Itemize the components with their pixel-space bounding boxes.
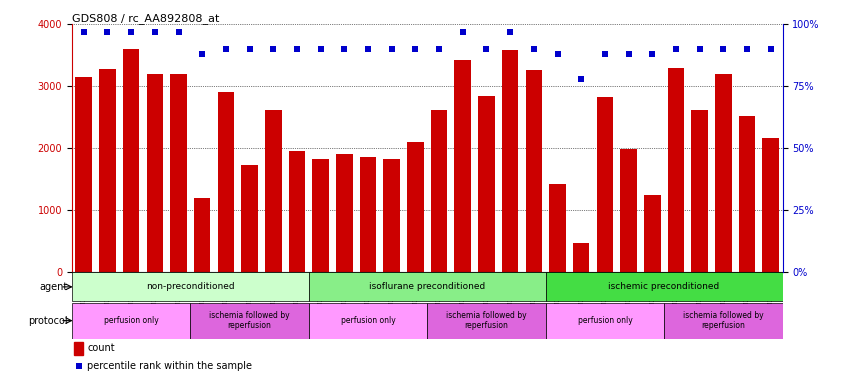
Bar [546, 273, 783, 301]
Bar [596, 97, 613, 272]
Point [669, 46, 683, 52]
Bar [549, 184, 566, 272]
Bar [573, 243, 590, 272]
Point [456, 29, 470, 35]
Point [266, 46, 280, 52]
Point [409, 46, 422, 52]
Bar [644, 195, 661, 272]
Point [645, 51, 659, 57]
Text: perfusion only: perfusion only [578, 316, 632, 325]
Point [432, 46, 446, 52]
Bar [336, 154, 353, 272]
Text: ischemia followed by
reperfusion: ischemia followed by reperfusion [209, 311, 290, 330]
Point [219, 46, 233, 52]
Point [290, 46, 304, 52]
Point [551, 51, 564, 57]
Bar [74, 342, 83, 355]
Bar [72, 273, 309, 301]
Bar [762, 138, 779, 272]
Point [717, 46, 730, 52]
Bar [241, 165, 258, 272]
Point [195, 51, 209, 57]
Text: ischemic preconditioned: ischemic preconditioned [608, 282, 720, 291]
Text: perfusion only: perfusion only [341, 316, 395, 325]
Bar [620, 149, 637, 272]
Bar [691, 110, 708, 272]
Bar [431, 110, 448, 272]
Bar [715, 74, 732, 272]
Bar [194, 198, 211, 272]
Text: count: count [87, 343, 115, 353]
Point [503, 29, 517, 35]
Text: ischemia followed by
reperfusion: ischemia followed by reperfusion [446, 311, 527, 330]
Point [172, 29, 185, 35]
Bar [360, 158, 376, 272]
Point [124, 29, 138, 35]
Point [72, 363, 85, 369]
Bar [739, 116, 755, 272]
Bar [407, 142, 424, 272]
Point [740, 46, 754, 52]
Point [598, 51, 612, 57]
Point [764, 46, 777, 52]
Bar [309, 303, 427, 339]
Point [574, 76, 588, 82]
Bar [502, 50, 519, 272]
Bar [383, 159, 400, 272]
Point [693, 46, 706, 52]
Point [101, 29, 114, 35]
Text: percentile rank within the sample: percentile rank within the sample [87, 361, 252, 371]
Point [243, 46, 256, 52]
Bar [546, 303, 664, 339]
Bar [454, 60, 471, 272]
Point [338, 46, 351, 52]
Bar [265, 110, 282, 272]
Text: ischemia followed by
reperfusion: ischemia followed by reperfusion [683, 311, 764, 330]
Bar [99, 69, 116, 272]
Bar [312, 159, 329, 272]
Bar [72, 303, 190, 339]
Bar [667, 68, 684, 272]
Bar [427, 303, 546, 339]
Bar [664, 303, 783, 339]
Bar [146, 74, 163, 272]
Bar [309, 273, 546, 301]
Bar [525, 69, 542, 272]
Text: agent: agent [40, 282, 68, 292]
Point [385, 46, 398, 52]
Text: protocol: protocol [28, 316, 68, 326]
Point [314, 46, 327, 52]
Text: non-preconditioned: non-preconditioned [146, 282, 234, 291]
Point [148, 29, 162, 35]
Bar [478, 96, 495, 272]
Bar [170, 74, 187, 272]
Bar [190, 303, 309, 339]
Text: isoflurane preconditioned: isoflurane preconditioned [369, 282, 486, 291]
Point [480, 46, 493, 52]
Bar [75, 77, 92, 272]
Bar [217, 92, 234, 272]
Point [77, 29, 91, 35]
Text: perfusion only: perfusion only [104, 316, 158, 325]
Text: GDS808 / rc_AA892808_at: GDS808 / rc_AA892808_at [72, 13, 219, 24]
Point [527, 46, 541, 52]
Bar [123, 49, 140, 272]
Point [622, 51, 635, 57]
Bar [288, 151, 305, 272]
Point [361, 46, 375, 52]
